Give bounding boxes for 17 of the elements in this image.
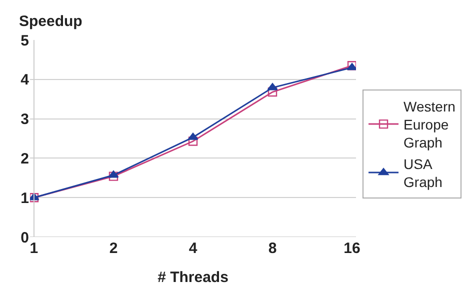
y-tick-label: 5 [20, 32, 29, 50]
x-axis-title: # Threads [158, 269, 228, 286]
x-tick-label: 4 [188, 240, 198, 257]
legend-label: Western Europe Graph [404, 98, 456, 151]
y-tick-label: 1 [20, 190, 29, 207]
x-tick-label: 8 [268, 240, 277, 257]
y-tick-label: 3 [20, 111, 29, 128]
point [188, 136, 198, 146]
point [268, 87, 278, 97]
y-axis-title: Speedup [19, 13, 82, 30]
point [108, 172, 118, 181]
legend-label: USA Graph [404, 156, 442, 190]
y-tick-label: 2 [20, 150, 29, 168]
y-tick-label: 4 [20, 72, 30, 89]
y-tick-label: 0 [20, 229, 29, 246]
x-tick-label: 2 [109, 240, 118, 257]
x-tick-label: 16 [344, 240, 360, 257]
